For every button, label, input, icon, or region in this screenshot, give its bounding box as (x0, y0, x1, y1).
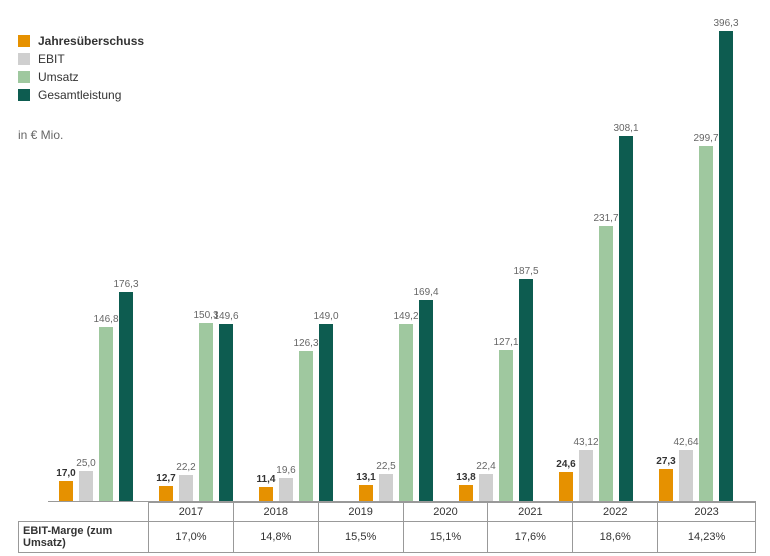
bar-value-label: 308,1 (606, 123, 646, 134)
bar-gesamtleistung (719, 31, 733, 501)
table-year-cell: 2018 (233, 503, 318, 522)
bar-jahresueberschuss (559, 472, 573, 501)
table-year-cell: 2020 (403, 503, 488, 522)
bar-value-label: 149,6 (206, 311, 246, 322)
table-row-label: EBIT-Marge (zum Umsatz) (19, 522, 149, 553)
bar-ebit (679, 450, 693, 501)
bar-umsatz (699, 146, 713, 501)
bar-ebit (179, 475, 193, 501)
legend-swatch (18, 89, 30, 101)
table-margin-cell: 14,8% (233, 522, 318, 553)
year-group: 11,419,6126,3149,0 (248, 4, 348, 501)
bar-gesamtleistung (219, 324, 233, 501)
legend-swatch (18, 71, 30, 83)
table-year-cell: 2017 (149, 503, 234, 522)
bar-gesamtleistung (619, 136, 633, 501)
bar-umsatz (99, 327, 113, 501)
bar-jahresueberschuss (459, 485, 473, 501)
bar-ebit (79, 471, 93, 501)
table-year-cell: 2022 (573, 503, 658, 522)
year-group: 12,722,2150,3149,6 (148, 4, 248, 501)
legend-swatch (18, 35, 30, 47)
table-margin-cell: 17,6% (488, 522, 573, 553)
year-group: 24,643,12231,7308,1 (548, 4, 648, 501)
bar-ebit (579, 450, 593, 501)
year-group: 17,025,0146,8176,3 (48, 4, 148, 501)
year-group: 13,822,4127,1187,5 (448, 4, 548, 501)
legend-swatch (18, 53, 30, 65)
bar-umsatz (199, 323, 213, 501)
bar-jahresueberschuss (59, 481, 73, 501)
bar-ebit (279, 478, 293, 501)
year-group: 13,122,5149,2169,4 (348, 4, 448, 501)
bar-gesamtleistung (319, 324, 333, 501)
bar-jahresueberschuss (659, 469, 673, 501)
table-year-cell: 2019 (318, 503, 403, 522)
bar-umsatz (299, 351, 313, 501)
table-margin-cell: 18,6% (573, 522, 658, 553)
bar-chart: 17,025,0146,8176,312,722,2150,3149,611,4… (48, 4, 756, 502)
bar-jahresueberschuss (159, 486, 173, 501)
bar-jahresueberschuss (259, 487, 273, 501)
bar-gesamtleistung (119, 292, 133, 501)
bar-jahresueberschuss (359, 485, 373, 501)
bar-value-label: 396,3 (706, 18, 746, 29)
table-margin-cell: 15,1% (403, 522, 488, 553)
bar-ebit (479, 474, 493, 501)
table-margin-cell: 17,0% (149, 522, 234, 553)
bar-gesamtleistung (419, 300, 433, 501)
table-year-cell: 2021 (488, 503, 573, 522)
bar-gesamtleistung (519, 279, 533, 501)
table-margin-cell: 14,23% (658, 522, 756, 553)
bar-value-label: 149,0 (306, 311, 346, 322)
table-blank-header (19, 503, 149, 522)
margin-table: 2017201820192020202120222023 EBIT-Marge (… (18, 502, 756, 553)
bar-umsatz (399, 324, 413, 501)
bar-value-label: 187,5 (506, 266, 546, 277)
bar-value-label: 176,3 (106, 279, 146, 290)
bar-value-label: 169,4 (406, 287, 446, 298)
table-margin-cell: 15,5% (318, 522, 403, 553)
bar-ebit (379, 474, 393, 501)
bar-umsatz (599, 226, 613, 501)
bar-umsatz (499, 350, 513, 501)
year-group: 27,342,64299,7396,3 (648, 4, 748, 501)
table-year-cell: 2023 (658, 503, 756, 522)
